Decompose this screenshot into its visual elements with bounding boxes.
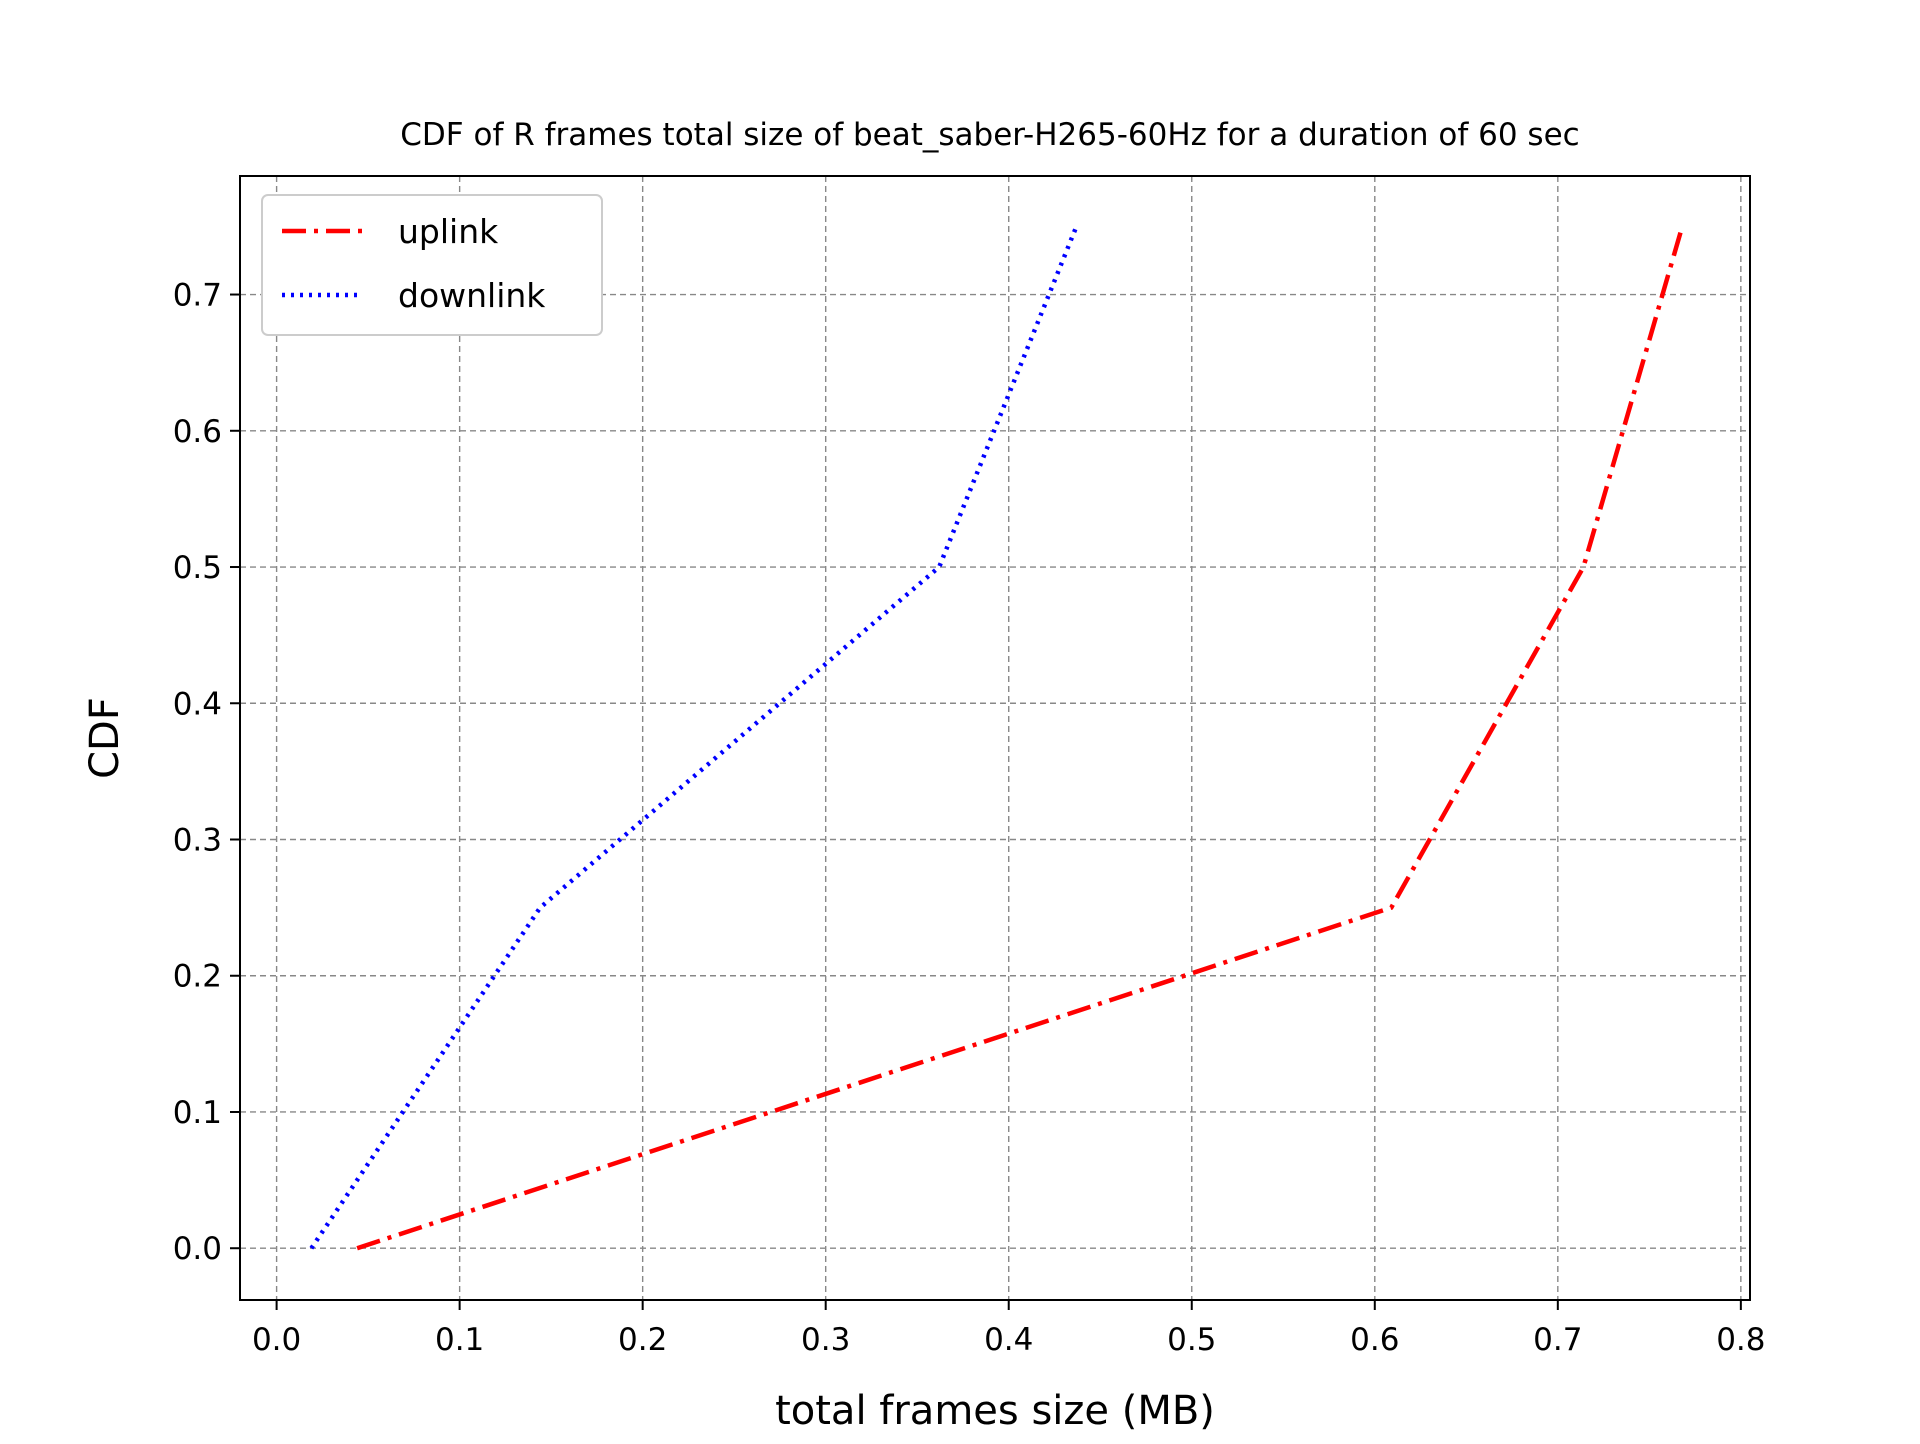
legend-label-uplink: uplink	[398, 212, 499, 251]
y-tick-label: 0.4	[173, 686, 222, 722]
x-tick-label: 0.5	[1167, 1322, 1216, 1358]
x-tick-label: 0.6	[1350, 1322, 1399, 1358]
x-tick-label: 0.3	[801, 1322, 850, 1358]
series-line-uplink	[356, 225, 1685, 1251]
y-axis-ticks: 0.0 0.1 0.2 0.3 0.4 0.5 0.6 0.7	[173, 278, 240, 1267]
y-tick-label: 0.0	[173, 1231, 222, 1267]
plot-frame	[239, 175, 1751, 1301]
y-tick-label: 0.2	[173, 959, 222, 995]
chart-title: CDF of R frames total size of beat_saber…	[400, 117, 1579, 153]
x-tick-label: 0.8	[1716, 1322, 1765, 1358]
y-tick-label: 0.1	[173, 1095, 222, 1131]
x-axis-title: total frames size (MB)	[775, 1388, 1215, 1434]
y-tick-label: 0.7	[173, 278, 222, 314]
series-layer	[309, 225, 1685, 1251]
series-line-downlink	[309, 225, 1079, 1250]
x-tick-label: 0.4	[984, 1322, 1033, 1358]
legend: uplink downlink	[261, 194, 603, 336]
x-tick-label: 0.1	[435, 1322, 484, 1358]
legend-label-downlink: downlink	[398, 276, 546, 315]
y-tick-label: 0.3	[173, 823, 222, 859]
x-axis-ticks: 0.0 0.1 0.2 0.3 0.4 0.5 0.6 0.7 0.8	[252, 1300, 1766, 1358]
x-tick-label: 0.0	[252, 1322, 301, 1358]
x-tick-label: 0.7	[1533, 1322, 1582, 1358]
y-tick-label: 0.5	[173, 550, 222, 586]
x-tick-label: 0.2	[618, 1322, 667, 1358]
grid	[240, 176, 1750, 1300]
y-tick-label: 0.6	[173, 414, 222, 450]
y-axis-title: CDF	[82, 697, 128, 779]
